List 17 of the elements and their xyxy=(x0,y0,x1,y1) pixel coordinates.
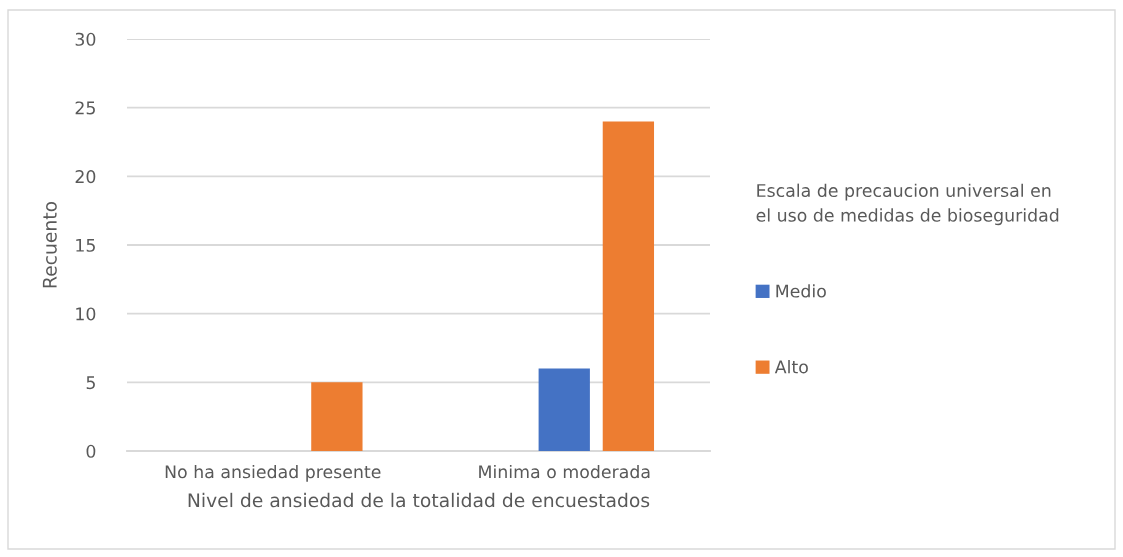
y-tick-label: 25 xyxy=(75,101,95,115)
legend-title: Escala de precaucion universal en el uso de medidas de bioseguridad xyxy=(756,183,1059,226)
legend-label: Alto xyxy=(774,360,808,374)
y-tick-label: 20 xyxy=(75,170,96,184)
y-tick-label: 15 xyxy=(76,238,95,252)
y-tick-label: 10 xyxy=(76,307,96,321)
legend-label: Medio xyxy=(776,284,826,298)
bar xyxy=(538,368,590,451)
y-tick-label: 5 xyxy=(86,376,95,390)
x-tick-label: No ha ansiedad presente xyxy=(165,464,381,482)
y-tick-label: 30 xyxy=(75,32,96,46)
x-axis-title: Nivel de ansiedad de la totalidad de encuestados xyxy=(188,492,650,508)
bar xyxy=(311,382,363,451)
x-tick-label: Minima o moderada xyxy=(479,464,650,479)
y-axis-title: Recuento xyxy=(42,201,57,288)
bar xyxy=(602,121,655,451)
y-tick-label: 0 xyxy=(86,444,96,458)
